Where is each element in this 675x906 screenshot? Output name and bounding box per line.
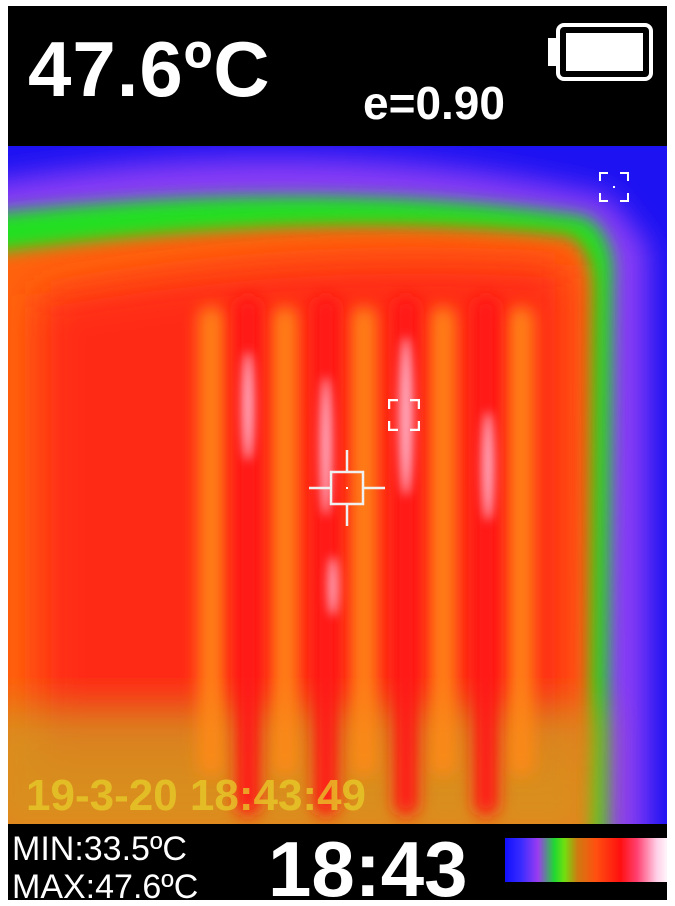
- capture-timestamp: 19-3-20 18:43:49: [26, 771, 367, 820]
- center-temperature-readout: 47.6ºC: [28, 25, 271, 113]
- battery-full-icon: [548, 23, 653, 81]
- thermal-heatmap: [8, 146, 667, 824]
- top-status-bar: 47.6ºC e=0.90: [8, 6, 667, 146]
- cold-spot-marker-icon: [599, 172, 629, 202]
- hot-spot-marker-icon: [388, 399, 420, 431]
- thermal-image-view: 19-3-20 18:43:49: [8, 146, 667, 824]
- clock-readout: 18:43: [268, 825, 468, 900]
- bottom-status-bar: MIN:33.5ºC MAX:47.6ºC 18:43: [8, 824, 667, 900]
- max-temperature-readout: MAX:47.6ºC: [12, 868, 199, 900]
- center-crosshair-icon: [309, 450, 385, 526]
- color-palette-bar: [505, 838, 667, 882]
- thermal-camera-screen: 47.6ºC e=0.90: [8, 6, 667, 900]
- emissivity-readout: e=0.90: [363, 77, 505, 129]
- min-temperature-readout: MIN:33.5ºC: [12, 830, 187, 868]
